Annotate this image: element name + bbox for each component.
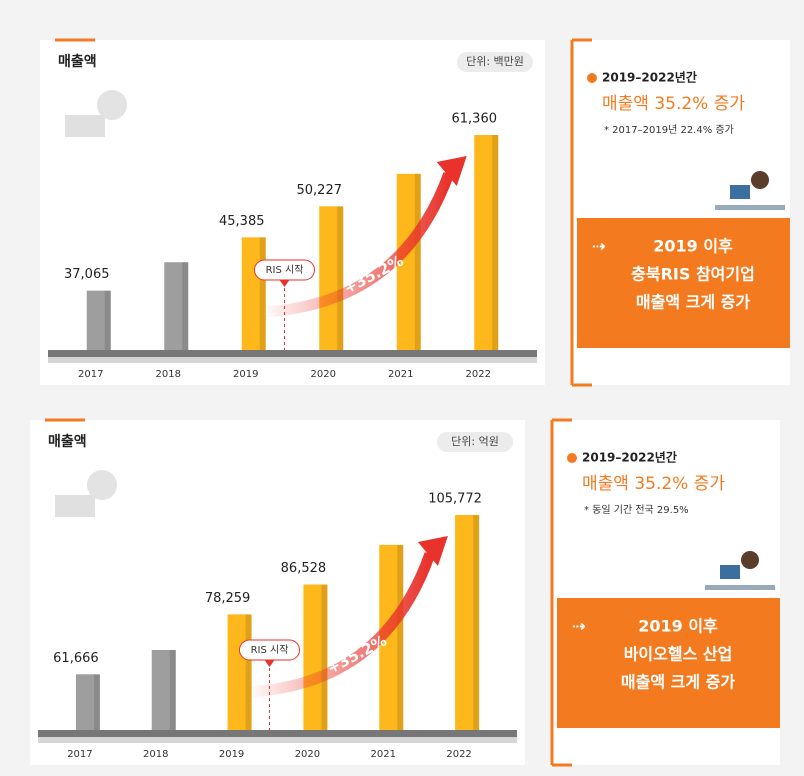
x-tick-label: 2022 [466, 369, 491, 380]
conclusion-line: 2019 이후 [653, 237, 733, 256]
note: * 2017–2019년 22.4% 증가 [604, 124, 734, 136]
bar-shade [93, 674, 100, 730]
x-tick-label: 2021 [388, 369, 413, 380]
value-label: 45,385 [219, 214, 265, 229]
bar [474, 135, 499, 350]
illustration-person [751, 171, 769, 189]
bullet [587, 73, 597, 83]
x-tick-label: 2019 [233, 369, 258, 380]
bar-shade [259, 237, 266, 350]
start-label: RIS 시작 [266, 264, 304, 276]
bar-shade [169, 649, 176, 730]
bar [86, 290, 111, 350]
x-tick-label: 2020 [311, 369, 336, 380]
floor [38, 730, 517, 737]
period: 2019–2022년간 [582, 450, 677, 465]
bar-shade [414, 173, 421, 350]
x-tick-label: 2020 [295, 749, 320, 760]
bar-shade [104, 290, 111, 350]
start-label: RIS 시작 [251, 644, 289, 656]
bar [303, 584, 328, 730]
bar-shade [473, 515, 480, 730]
x-tick-label: 2022 [446, 749, 471, 760]
bar [319, 206, 344, 350]
money-bag-icon [87, 470, 117, 500]
conclusion-line: 바이오헬스 산업 [624, 645, 733, 664]
value-label: 86,528 [281, 561, 327, 576]
value-label: 61,360 [452, 112, 498, 127]
bar-shade [337, 206, 344, 350]
x-tick-label: 2021 [371, 749, 396, 760]
x-tick-label: 2018 [143, 749, 168, 760]
bar [455, 515, 480, 730]
bar [151, 649, 176, 730]
illustration-desk [715, 205, 785, 210]
conclusion-box [557, 598, 780, 728]
conclusion-line: 매출액 크게 증가 [621, 673, 735, 692]
start-pointer [279, 280, 290, 287]
conclusion-line: 매출액 크게 증가 [636, 293, 750, 312]
growth-arrow [246, 552, 436, 698]
x-tick-label: 2019 [219, 749, 244, 760]
value-label: 105,772 [428, 492, 482, 507]
floor-shadow [48, 357, 537, 363]
bar [164, 262, 189, 350]
conclusion-line: 충북RIS 참여기업 [631, 265, 755, 284]
headline: 매출액 35.2% 증가 [602, 94, 745, 114]
money-icon [55, 495, 95, 517]
period: 2019–2022년간 [602, 70, 697, 85]
illustration-screen [730, 185, 750, 199]
growth-arrowhead [417, 536, 448, 566]
headline: 매출액 35.2% 증가 [582, 474, 725, 494]
conclusion-box [577, 218, 790, 348]
floor [48, 350, 537, 357]
unit-pill [457, 52, 533, 72]
x-tick-label: 2017 [78, 369, 103, 380]
value-label: 37,065 [64, 267, 110, 282]
bar-shade [321, 584, 328, 730]
bar [75, 674, 100, 730]
growth-arrowhead [436, 156, 467, 186]
value-label: 61,666 [53, 651, 99, 666]
bar-shade [182, 262, 189, 350]
bullet [567, 453, 577, 463]
illustration-person [741, 551, 759, 569]
bar-shade [397, 544, 404, 730]
chart-title: 매출액 [48, 433, 87, 450]
chart-title: 매출액 [58, 53, 97, 70]
unit-label: 단위: 억원 [451, 435, 499, 448]
illustration-screen [720, 565, 740, 579]
illustration-desk [705, 585, 775, 590]
money-icon [65, 115, 105, 137]
bar-shade [492, 135, 499, 350]
value-label: 50,227 [297, 183, 343, 198]
bar [241, 237, 266, 350]
growth-arrow [261, 172, 454, 318]
start-pointer [264, 660, 275, 667]
note: * 동일 기간 전국 29.5% [584, 504, 689, 516]
bar-shade [245, 614, 252, 730]
x-tick-label: 2017 [67, 749, 92, 760]
x-tick-label: 2018 [156, 369, 181, 380]
conclusion-arrow: ⇢ [592, 237, 605, 256]
floor-shadow [38, 737, 517, 743]
unit-label: 단위: 백만원 [466, 55, 524, 68]
conclusion-arrow: ⇢ [572, 617, 585, 636]
money-bag-icon [97, 90, 127, 120]
unit-pill [437, 432, 513, 452]
value-label: 78,259 [205, 591, 251, 606]
conclusion-line: 2019 이후 [638, 617, 718, 636]
bar [227, 614, 252, 730]
